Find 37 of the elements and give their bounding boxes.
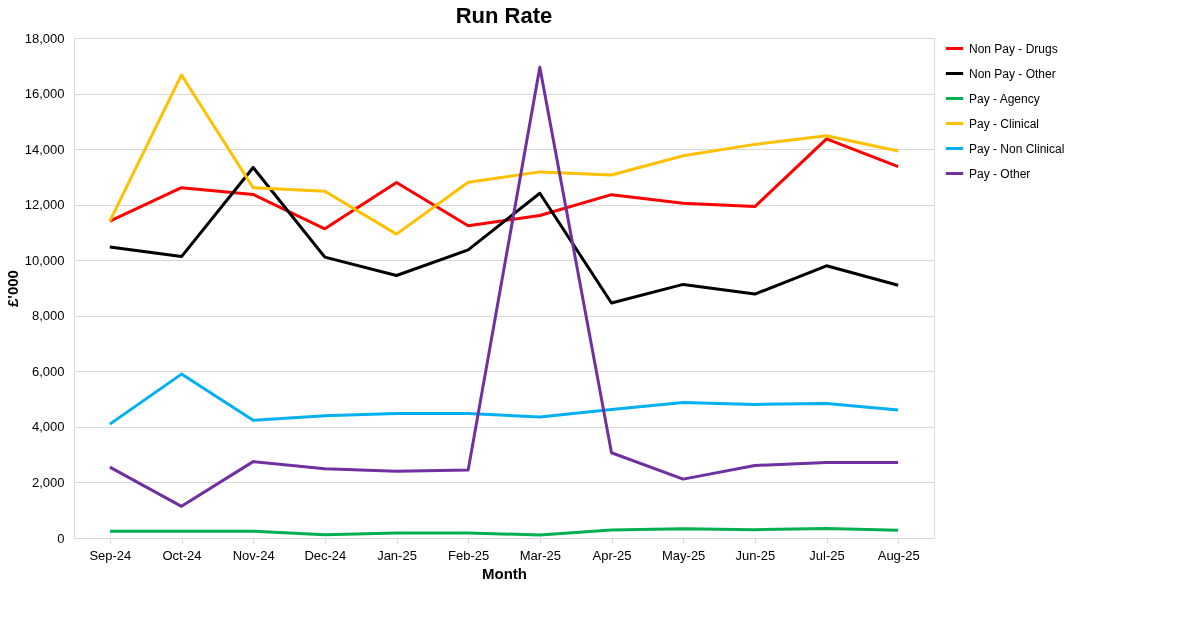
legend-label: Non Pay - Other [969, 66, 1056, 81]
y-tick-label: 12,000 [24, 197, 65, 213]
y-tick-label: 4,000 [31, 419, 65, 435]
y-tick-label: 16,000 [24, 86, 65, 102]
x-tick-label: Nov-24 [232, 547, 275, 563]
y-tick-label: 18,000 [24, 30, 65, 46]
legend-label: Pay - Clinical [969, 116, 1040, 131]
y-tick-label: 8,000 [31, 308, 65, 324]
x-tick-label: Feb-25 [448, 547, 490, 563]
y-tick-label: 0 [57, 530, 65, 546]
x-axis-title: Month [482, 564, 527, 582]
chart-title: Run Rate [455, 3, 553, 28]
line-series [108, 65, 900, 508]
line-series [108, 165, 900, 305]
y-tick-label: 14,000 [24, 141, 65, 157]
x-tick-label: Apr-25 [592, 547, 632, 563]
y-tick-label: 10,000 [24, 252, 65, 268]
legend-label: Pay - Other [969, 166, 1031, 181]
x-tick-label: Dec-24 [304, 547, 347, 563]
x-tick-label: Jul-25 [809, 547, 845, 563]
legend-label: Pay - Non Clinical [969, 141, 1065, 156]
y-axis-title: £'000 [3, 270, 21, 307]
x-tick-label: Oct-24 [162, 547, 202, 563]
x-tick-label: Sep-24 [89, 547, 132, 563]
x-tick-label: Aug-25 [877, 547, 920, 563]
y-tick-label: 2,000 [31, 474, 65, 490]
legend-label: Non Pay - Drugs [969, 41, 1058, 56]
line-series [108, 137, 900, 231]
x-tick-label: May-25 [661, 547, 706, 563]
line-series [108, 527, 900, 537]
line-series [108, 73, 900, 236]
x-tick-label: Mar-25 [519, 547, 561, 563]
x-tick-label: Jan-25 [377, 547, 417, 563]
legend-label: Pay - Agency [969, 91, 1040, 106]
x-tick-label: Jun-25 [735, 547, 776, 563]
line-series [108, 372, 900, 426]
y-tick-label: 6,000 [31, 363, 65, 379]
